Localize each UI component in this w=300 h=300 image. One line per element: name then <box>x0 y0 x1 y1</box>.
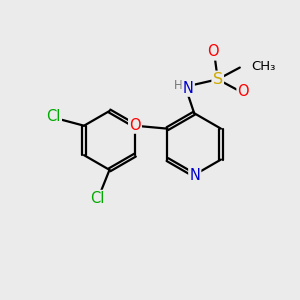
Text: Cl: Cl <box>91 191 105 206</box>
Text: Cl: Cl <box>46 109 61 124</box>
Text: H: H <box>174 79 182 92</box>
Text: O: O <box>238 84 249 99</box>
Text: O: O <box>208 44 219 59</box>
Text: N: N <box>189 167 200 182</box>
Text: N: N <box>183 81 194 96</box>
Text: S: S <box>213 72 223 87</box>
Text: O: O <box>129 118 141 133</box>
Text: CH₃: CH₃ <box>252 60 276 73</box>
